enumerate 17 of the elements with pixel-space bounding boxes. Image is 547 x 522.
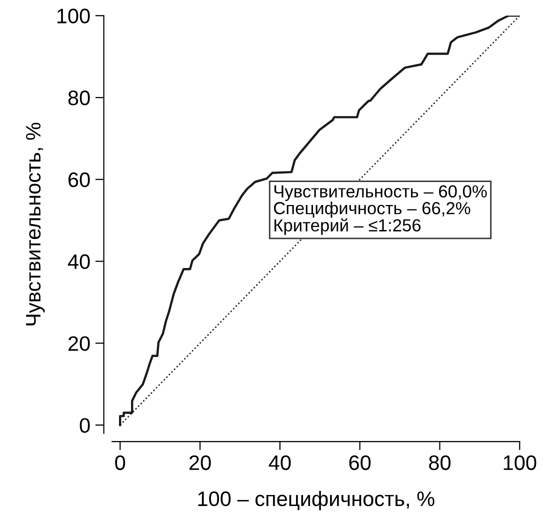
x-tick-label: 100 — [504, 455, 536, 470]
x-tick-label: 40 — [268, 455, 291, 470]
y-tick-label: 40 — [68, 254, 90, 270]
x-tick-label: 60 — [349, 455, 371, 470]
y-tick-label: 80 — [68, 90, 90, 106]
y-tick-label: 0 — [80, 418, 90, 433]
annotation: Чувствительность – 60,0% — [274, 185, 487, 201]
y-axis-title: Чувствительность, % — [26, 122, 45, 326]
x-tick-label: 20 — [189, 455, 211, 470]
x-axis-title: 100 – специфичность, % — [198, 490, 434, 510]
y-tick-label: 60 — [68, 172, 90, 188]
y-tick-label: 20 — [68, 336, 90, 351]
y-tick-label: 100 — [57, 8, 90, 24]
x-tick-label: 80 — [429, 455, 451, 470]
annotation: Специфичность – 66,2% — [274, 202, 470, 218]
x-tick-label: 0 — [115, 455, 126, 470]
annotation: Критерий – ≤1:256 — [274, 218, 421, 235]
